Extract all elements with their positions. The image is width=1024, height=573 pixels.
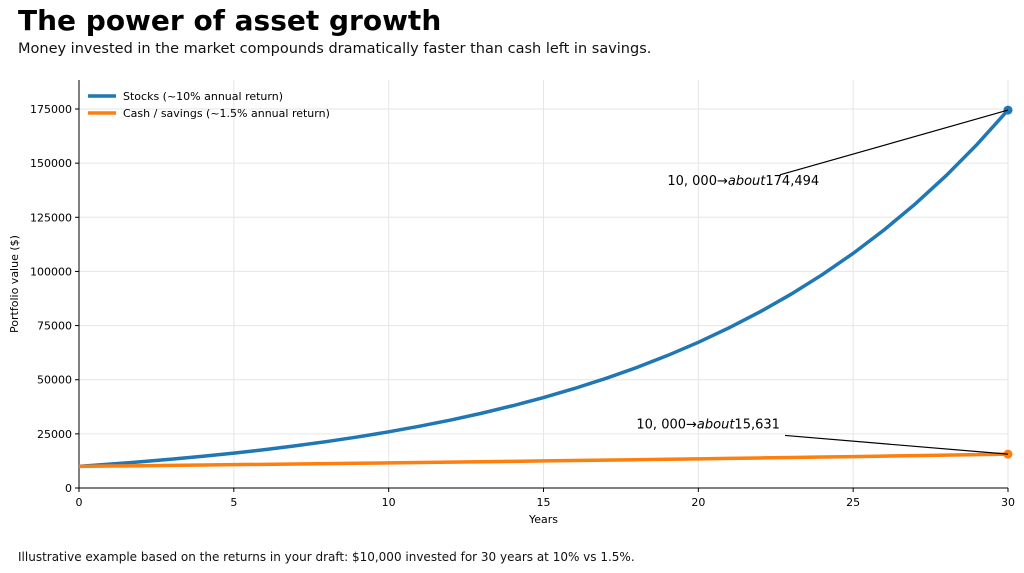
- chart-title: The power of asset growth: [18, 4, 442, 37]
- x-axis-label: Years: [528, 513, 558, 526]
- y-tick-label: 100000: [30, 265, 72, 278]
- legend-label-0: Stocks (~10% annual return): [123, 90, 283, 103]
- y-tick-label: 25000: [37, 428, 72, 441]
- x-tick-label: 0: [76, 496, 83, 509]
- annotation-arrow-1: [784, 434, 1009, 455]
- y-tick-label: 0: [65, 482, 72, 495]
- y-tick-label: 125000: [30, 211, 72, 224]
- footnote: Illustrative example based on the return…: [18, 550, 635, 564]
- y-tick-label: 75000: [37, 320, 72, 333]
- x-tick-label: 10: [382, 496, 396, 509]
- y-axis-label: Portfolio value ($): [8, 235, 21, 333]
- annotation-arrow-0: [779, 109, 1009, 176]
- y-tick-label: 50000: [37, 374, 72, 387]
- annotation-1: 10, 000→about15,631: [636, 417, 780, 432]
- x-tick-label: 20: [691, 496, 705, 509]
- x-tick-label: 5: [230, 496, 237, 509]
- legend-label-1: Cash / savings (~1.5% annual return): [123, 107, 330, 120]
- series-line-0: [78, 108, 1010, 469]
- chart-subtitle: Money invested in the market compounds d…: [18, 41, 652, 57]
- y-tick-label: 150000: [30, 157, 72, 170]
- x-tick-label: 30: [1001, 496, 1015, 509]
- y-tick-label: 175000: [30, 103, 72, 116]
- series-line-1: [78, 452, 1009, 469]
- x-tick-label: 15: [537, 496, 551, 509]
- x-tick-label: 25: [846, 496, 860, 509]
- annotation-0: 10, 000→about174,494: [667, 174, 819, 189]
